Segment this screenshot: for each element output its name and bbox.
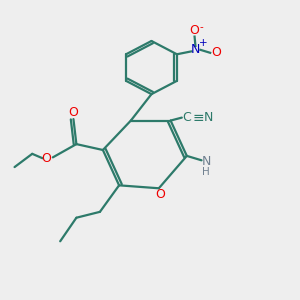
Text: O: O — [190, 24, 200, 37]
Text: ≡: ≡ — [192, 111, 204, 124]
Text: O: O — [155, 188, 165, 201]
Text: N: N — [191, 44, 200, 56]
Text: N: N — [204, 111, 214, 124]
Text: +: + — [199, 38, 208, 48]
Text: C: C — [182, 111, 191, 124]
Text: O: O — [41, 152, 51, 165]
Text: O: O — [211, 46, 221, 59]
Text: O: O — [68, 106, 78, 119]
Text: H: H — [202, 167, 210, 177]
Text: -: - — [199, 22, 203, 32]
Text: N: N — [201, 155, 211, 168]
